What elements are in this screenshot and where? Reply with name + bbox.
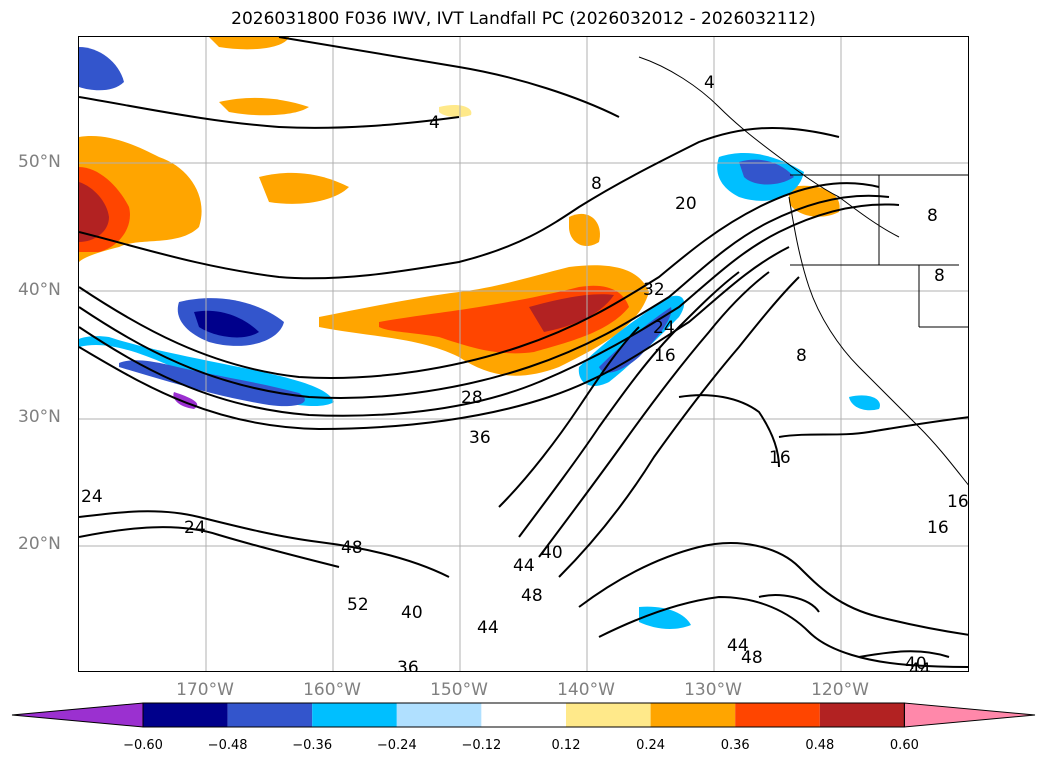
colorbar-tick-label: 0.36 <box>720 738 750 753</box>
colorbar-segment <box>819 703 905 727</box>
contour-label: 48 <box>521 586 543 606</box>
contour-label: 28 <box>461 388 483 408</box>
contour-label: 40 <box>905 654 927 672</box>
contour-label: 20 <box>675 194 697 214</box>
colorbar-tick-label: −0.12 <box>461 738 502 753</box>
contour-label: 32 <box>643 280 665 300</box>
colorbar-segment <box>650 703 736 727</box>
colorbar-segment <box>481 703 566 727</box>
colorbar-tick-label: −0.48 <box>207 738 248 753</box>
contour-label: 44 <box>477 618 499 638</box>
colorbar-tick-label: 0.24 <box>636 738 666 753</box>
contour-label: 44 <box>513 556 535 576</box>
map-title: 2026031800 F036 IWV, IVT Landfall PC (20… <box>231 9 816 29</box>
contour-label: 48 <box>341 538 363 558</box>
lon-label: 170°W <box>176 680 234 700</box>
contour-label: 36 <box>397 658 419 672</box>
colorbar-segment <box>143 703 228 727</box>
map-canvas <box>79 37 968 671</box>
colorbar-tick-label: 0.48 <box>805 738 835 753</box>
colorbar-tick-label: 0.60 <box>889 738 919 753</box>
contour-label: 16 <box>654 346 676 366</box>
contour-label: 4 <box>704 73 715 93</box>
lat-label: 40°N <box>18 280 61 300</box>
contour-label: 44 <box>727 636 749 656</box>
iwv-contours <box>79 37 968 668</box>
lon-label: 130°W <box>684 680 742 700</box>
lon-label: 120°W <box>811 680 869 700</box>
contour-label: 48 <box>741 648 763 668</box>
contour-label: 4 <box>429 113 440 133</box>
contour-label: 8 <box>796 346 807 366</box>
contour-label: 8 <box>934 266 945 286</box>
colorbar-segment <box>735 703 820 727</box>
lat-label: 20°N <box>18 534 61 554</box>
colorbar-segment <box>566 703 651 727</box>
colorbar-outline <box>142 702 905 728</box>
colorbar-tick-label: −0.36 <box>292 738 333 753</box>
lat-label: 30°N <box>18 407 61 427</box>
contour-label: 24 <box>184 518 206 538</box>
colorbar-tick-label: −0.60 <box>123 738 163 753</box>
colorbar-tick-label: 0.12 <box>551 738 581 753</box>
coastline <box>638 56 968 486</box>
colorbar-high-extend <box>903 702 1036 728</box>
contour-label: 16 <box>927 518 949 538</box>
contour-label: 40 <box>401 603 423 623</box>
colorbar-segment <box>227 703 313 727</box>
colorbar-segment <box>396 703 482 727</box>
colorbar-low-extend <box>11 702 144 728</box>
contour-label: 24 <box>653 318 675 338</box>
lon-label: 160°W <box>303 680 361 700</box>
contour-label: 8 <box>927 206 938 226</box>
colorbar-tick-label: −0.24 <box>376 738 417 753</box>
contour-label: 16 <box>769 448 791 468</box>
contour-label: 16 <box>947 492 969 512</box>
contour-label: 52 <box>347 595 369 615</box>
lon-label: 150°W <box>430 680 488 700</box>
colorbar <box>11 702 1036 728</box>
contour-label: 8 <box>591 174 602 194</box>
colorbar-segment <box>312 703 397 727</box>
contour-label: 36 <box>469 428 491 448</box>
map-plot-area: 4 4 8 8 20 32 24 16 28 36 16 16 16 24 24 48 52 40 44 48 40 44… <box>78 36 969 672</box>
contour-label: 40 <box>541 543 563 563</box>
lat-label: 50°N <box>18 152 61 172</box>
contour-label: 24 <box>81 487 103 507</box>
contour-label: 44 <box>909 660 931 672</box>
lon-label: 140°W <box>557 680 615 700</box>
